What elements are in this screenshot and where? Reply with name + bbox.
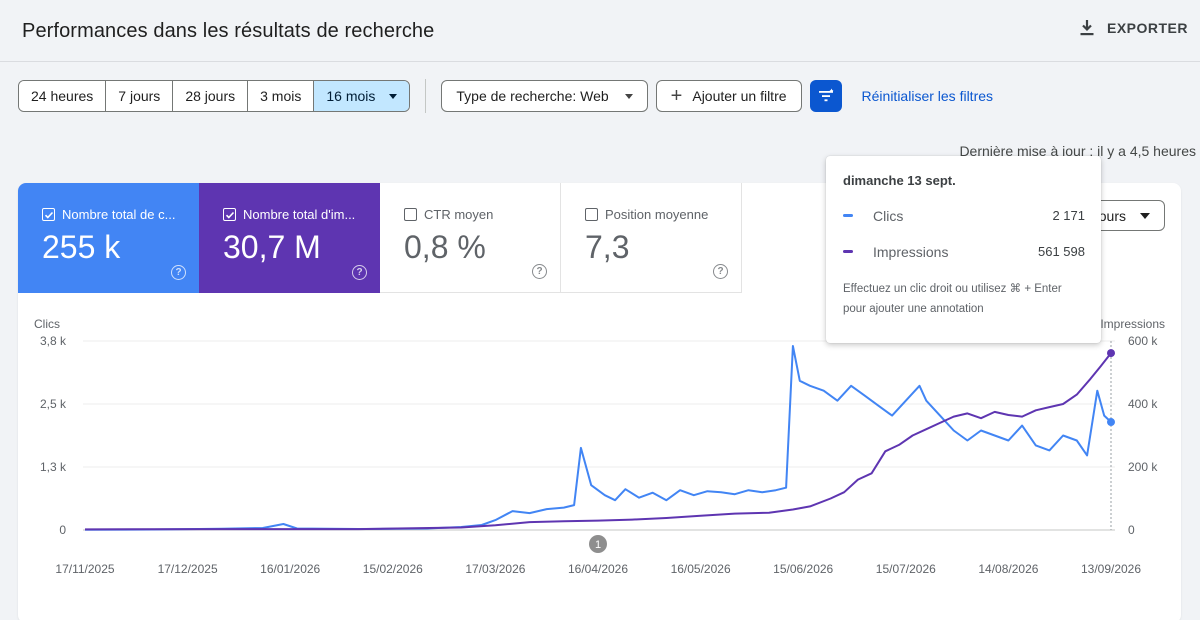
- search-type-dropdown[interactable]: Type de recherche: Web: [441, 80, 648, 112]
- left-tick-label: 3,8 k: [40, 334, 67, 348]
- metric-impressions-tile[interactable]: Nombre total d'im... 30,7 M ?: [199, 183, 380, 293]
- tooltip-impressions-row: Impressions 561 598: [843, 243, 1085, 260]
- last-update-text: Dernière mise à jour : il y a 4,5 heures: [959, 143, 1196, 159]
- metric-impressions-value: 30,7 M: [223, 229, 321, 265]
- chevron-down-icon: [624, 93, 633, 99]
- tooltip-clicks-row: Clics 2 171: [843, 207, 1085, 224]
- search-type-label: Type de recherche: Web: [456, 88, 609, 104]
- range-16m-label: 16 mois: [326, 88, 376, 104]
- annotation-marker-label: 1: [595, 539, 601, 551]
- export-label: EXPORTER: [1106, 20, 1188, 36]
- x-tick-label: 17/11/2025: [55, 562, 114, 576]
- x-tick-label: 16/01/2026: [260, 562, 320, 576]
- add-filter-button[interactable]: + Ajouter un filtre: [655, 80, 802, 112]
- metric-position-tile[interactable]: Position moyenne 7,3 ?: [561, 183, 742, 293]
- tooltip-clicks-value: 2 171: [1052, 208, 1085, 223]
- right-tick-label: 200 k: [1128, 460, 1158, 474]
- x-tick-label: 13/09/2026: [1081, 562, 1141, 576]
- plus-icon: +: [670, 85, 683, 107]
- help-icon[interactable]: ?: [171, 265, 186, 280]
- x-tick-label: 15/06/2026: [773, 562, 833, 576]
- page-title: Performances dans les résultats de reche…: [22, 20, 435, 42]
- range-28d-button[interactable]: 28 jours: [173, 81, 249, 111]
- x-tick-label: 17/12/2025: [158, 562, 218, 576]
- x-tick-label: 14/08/2026: [978, 562, 1038, 576]
- range-7d-button[interactable]: 7 jours: [106, 81, 174, 111]
- metric-clicks-tile[interactable]: Nombre total de c... 255 k ?: [18, 183, 199, 293]
- x-tick-label: 16/04/2026: [568, 562, 628, 576]
- series-layer: [84, 345, 1112, 531]
- filter-bar: 24 heures 7 jours 28 jours 3 mois 16 moi…: [18, 79, 993, 113]
- right-axis-ticks: 600 k 400 k 200 k 0: [1128, 334, 1158, 537]
- left-tick-label: 0: [59, 523, 66, 537]
- impressions-hover-dot: [1107, 349, 1115, 358]
- download-icon: [1080, 20, 1094, 36]
- metric-ctr-value: 0,8 %: [404, 229, 486, 265]
- annotation-layer: 1: [589, 341, 1115, 553]
- left-tick-label: 1,3 k: [40, 460, 67, 474]
- left-axis-label: Clics: [34, 317, 60, 331]
- checkbox-checked-icon: [223, 208, 236, 221]
- performance-chart: Clics Impressions 3,8 k 2,5 k 1,3 k 0 600 k…: [34, 317, 1165, 576]
- left-tick-label: 2,5 k: [40, 397, 67, 411]
- date-range-selector: 24 heures 7 jours 28 jours 3 mois 16 moi…: [18, 80, 411, 112]
- right-tick-label: 0: [1128, 523, 1135, 537]
- tooltip-clicks-label: Clics: [873, 207, 904, 224]
- clicks-legend-swatch: [843, 214, 853, 217]
- x-tick-label: 15/02/2026: [363, 562, 423, 576]
- add-filter-label: Ajouter un filtre: [692, 88, 787, 104]
- export-button[interactable]: EXPORTER: [1077, 18, 1188, 38]
- range-3m-button[interactable]: 3 mois: [248, 81, 315, 111]
- help-icon[interactable]: ?: [352, 265, 367, 280]
- tooltip-impressions-value: 561 598: [1038, 244, 1085, 259]
- help-icon[interactable]: ?: [713, 264, 728, 279]
- metric-ctr-label: CTR moyen: [424, 207, 494, 222]
- metric-clicks-label: Nombre total de c...: [62, 207, 176, 222]
- range-24h-button[interactable]: 24 heures: [19, 81, 107, 111]
- clicks-hover-dot: [1107, 418, 1115, 427]
- impressions-legend-swatch: [843, 250, 853, 253]
- chevron-down-icon: [1140, 212, 1150, 219]
- metric-position-label: Position moyenne: [605, 207, 709, 222]
- right-axis-label: Impressions: [1100, 317, 1165, 331]
- right-tick-label: 600 k: [1128, 334, 1158, 348]
- x-tick-label: 17/03/2026: [465, 562, 525, 576]
- impressions-series-line: [84, 352, 1112, 531]
- range-16m-button[interactable]: 16 mois: [314, 81, 410, 111]
- filter-list-icon: [818, 88, 834, 102]
- chevron-down-icon: [389, 93, 398, 99]
- clicks-series-line: [84, 345, 1112, 531]
- left-axis-ticks: 3,8 k 2,5 k 1,3 k 0: [40, 334, 67, 537]
- metric-clicks-value: 255 k: [42, 229, 121, 265]
- chart-tooltip: dimanche 13 sept. Clics 2 171 Impression…: [826, 156, 1101, 343]
- checkbox-checked-icon: [42, 208, 55, 221]
- help-icon[interactable]: ?: [532, 264, 547, 279]
- metric-impressions-label: Nombre total d'im...: [243, 207, 356, 222]
- tooltip-date: dimanche 13 sept.: [843, 173, 956, 188]
- right-tick-label: 400 k: [1128, 397, 1158, 411]
- annotation-marker: [589, 535, 607, 553]
- tooltip-impressions-label: Impressions: [873, 243, 949, 260]
- filter-settings-button[interactable]: [809, 80, 842, 112]
- tooltip-hint: Effectuez un clic droit ou utilisez ⌘ + …: [843, 283, 1062, 315]
- x-tick-label: 16/05/2026: [671, 562, 731, 576]
- divider: [425, 79, 427, 113]
- header-divider: [0, 61, 1200, 62]
- metric-ctr-tile[interactable]: CTR moyen 0,8 % ?: [380, 183, 561, 293]
- x-tick-label: 15/07/2026: [876, 562, 936, 576]
- reset-filters-link[interactable]: Réinitialiser les filtres: [861, 88, 994, 104]
- checkbox-unchecked-icon: [404, 208, 417, 221]
- metric-position-value: 7,3: [585, 229, 630, 265]
- x-axis-ticks: 17/11/2025 17/12/2025 16/01/2026 15/02/2026…: [55, 562, 1141, 576]
- checkbox-unchecked-icon: [585, 208, 598, 221]
